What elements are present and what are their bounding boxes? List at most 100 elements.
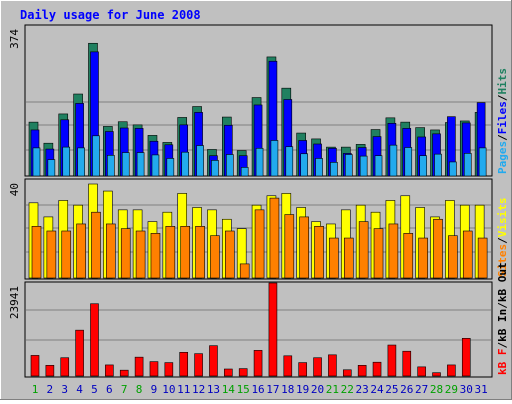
bar-kb-f-day-8	[134, 356, 144, 377]
x-tick-label-day-26: 26	[400, 383, 413, 396]
bar-kb-f-day-6	[105, 364, 114, 377]
legend-item-kb-out: kB Out	[496, 262, 509, 302]
legend-separator: /	[496, 237, 509, 244]
legend-separator: /	[496, 94, 509, 101]
bar-sites-day-12	[195, 226, 205, 279]
bar-sites-day-7	[120, 228, 131, 279]
bar-sites-day-23	[358, 221, 369, 279]
bar-sites-day-4	[76, 223, 86, 279]
x-tick-label-day-14: 14	[222, 383, 236, 396]
bar-kb-f-day-14	[224, 368, 233, 377]
x-tick-label-day-19: 19	[296, 383, 309, 396]
bar-kb-f-day-2	[45, 365, 55, 377]
legend-kbytes: kB F/kB In/kB Out	[496, 262, 509, 375]
ymax-label-kbytes: 23941	[8, 286, 21, 319]
bar-pages-day-19	[300, 153, 308, 177]
bar-sites-day-18	[284, 214, 295, 279]
bar-kb-f-day-30	[461, 338, 471, 377]
bar-sites-day-31	[477, 237, 488, 279]
bar-pages-day-12	[196, 145, 204, 177]
bar-sites-day-11	[180, 226, 191, 279]
bar-pages-day-30	[463, 153, 472, 177]
bar-kb-f-day-1	[30, 355, 40, 377]
bar-pages-day-24	[374, 155, 383, 177]
x-tick-label-day-8: 8	[136, 383, 143, 396]
bar-pages-day-13	[211, 160, 219, 177]
bar-pages-day-31	[478, 147, 487, 177]
bar-sites-day-5	[91, 211, 101, 279]
bar-kb-f-day-15	[238, 368, 248, 377]
bar-kb-f-day-10	[164, 362, 174, 377]
bar-pages-day-6	[107, 155, 115, 177]
bar-kb-f-day-26	[402, 350, 412, 377]
legend-separator: /	[496, 302, 509, 309]
bar-kb-f-day-25	[387, 344, 397, 377]
x-tick-label-day-23: 23	[356, 383, 369, 396]
bar-pages-day-14	[226, 154, 234, 177]
bar-pages-day-5	[92, 135, 100, 177]
bar-pages-day-26	[404, 147, 413, 177]
bar-sites-day-21	[329, 237, 339, 279]
bar-sites-day-25	[388, 223, 399, 279]
bar-pages-day-27	[419, 155, 427, 177]
legend-item-sites: Sites	[496, 244, 509, 277]
bar-sites-day-30	[462, 230, 473, 279]
legend-item-pages: Pages	[496, 141, 509, 174]
legend-item-hits: Hits	[496, 68, 509, 95]
bar-sites-day-6	[106, 223, 116, 279]
ymax-label-visits-sites: 40	[8, 183, 21, 196]
legend-separator: /	[496, 342, 509, 349]
ymax-label-hits-files-pages: 374	[8, 29, 21, 49]
bar-pages-day-18	[285, 146, 294, 177]
legend-item-visits: Visits	[496, 198, 509, 238]
bar-sites-day-10	[165, 226, 176, 279]
bar-kb-f-day-27	[417, 366, 426, 377]
x-tick-label-day-3: 3	[61, 383, 68, 396]
legend-visits-sites: Sites/Visits	[496, 198, 509, 278]
bar-sites-day-20	[314, 226, 324, 279]
bar-pages-day-20	[315, 158, 323, 177]
bar-sites-day-22	[343, 237, 354, 279]
bar-pages-day-25	[389, 144, 398, 177]
bar-kb-f-day-16	[253, 350, 263, 377]
x-tick-label-day-30: 30	[460, 383, 473, 396]
bar-pages-day-16	[255, 147, 264, 177]
bar-sites-day-24	[373, 228, 384, 279]
x-tick-label-day-2: 2	[47, 383, 54, 396]
bar-sites-day-14	[225, 230, 235, 279]
x-tick-label-day-5: 5	[91, 383, 98, 396]
bar-pages-day-15	[240, 167, 249, 177]
bar-kb-f-day-21	[328, 354, 337, 377]
bar-sites-day-8	[135, 230, 146, 279]
bar-kb-f-day-11	[179, 352, 189, 377]
bar-pages-day-4	[77, 147, 85, 177]
x-tick-label-day-29: 29	[445, 383, 458, 396]
legend-separator: /	[496, 134, 509, 141]
bar-sites-day-26	[403, 233, 414, 279]
bar-kb-f-day-4	[75, 329, 84, 377]
bar-pages-day-21	[330, 162, 338, 177]
bar-kb-f-day-18	[283, 355, 293, 377]
x-tick-label-day-9: 9	[151, 383, 158, 396]
bar-pages-day-11	[181, 151, 190, 177]
x-tick-label-day-13: 13	[207, 383, 220, 396]
bar-pages-day-8	[136, 152, 145, 177]
x-tick-label-day-17: 17	[266, 383, 279, 396]
bar-pages-day-17	[270, 140, 279, 177]
x-tick-label-day-7: 7	[121, 383, 128, 396]
legend-item-files: Files	[496, 101, 509, 134]
bar-kb-f-day-17	[268, 282, 278, 377]
bar-kb-f-day-13	[209, 345, 218, 377]
bar-pages-day-29	[449, 161, 457, 177]
legend-item-kb-in: kB In	[496, 309, 509, 342]
bar-sites-day-13	[210, 235, 220, 279]
x-tick-label-day-31: 31	[475, 383, 488, 396]
bar-sites-day-27	[418, 237, 428, 279]
legend-hits-files-pages: Pages/Files/Hits	[496, 68, 509, 174]
x-tick-label-day-24: 24	[370, 383, 384, 396]
x-tick-label-day-25: 25	[385, 383, 398, 396]
bar-sites-day-19	[299, 216, 309, 279]
bar-kb-f-day-7	[119, 369, 129, 377]
bar-sites-day-1	[31, 226, 42, 279]
